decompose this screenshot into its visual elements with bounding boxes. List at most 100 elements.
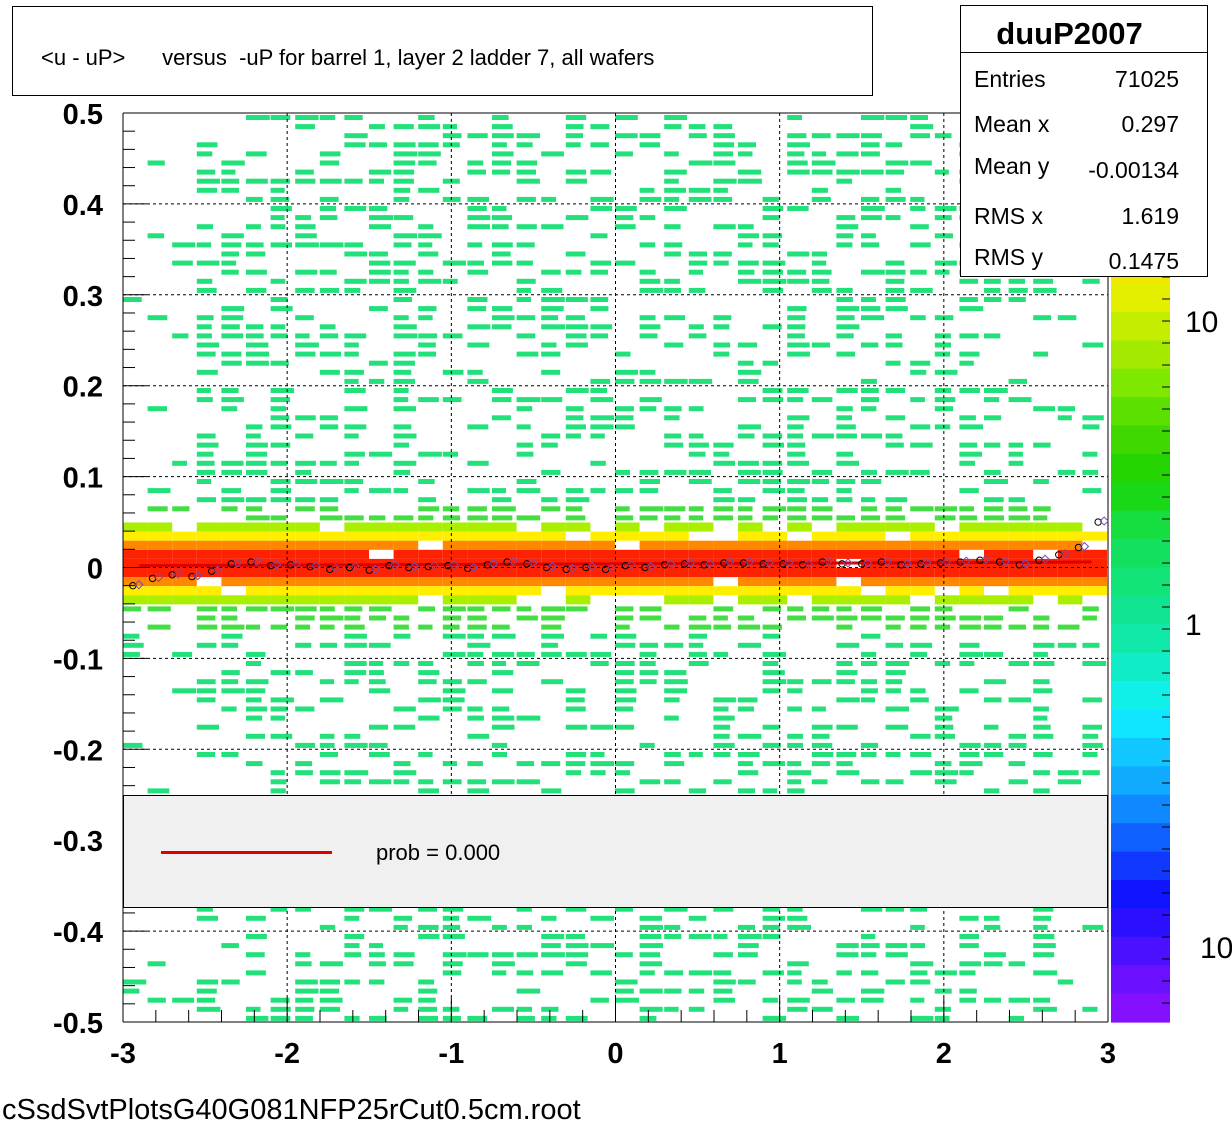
heatmap-cell bbox=[787, 506, 807, 512]
heatmap-cell bbox=[123, 651, 140, 657]
heatmap-cell bbox=[664, 1006, 679, 1012]
heatmap-cell bbox=[393, 915, 413, 921]
heatmap-cell bbox=[787, 788, 805, 794]
heatmap-cell bbox=[984, 297, 1002, 302]
heatmap-cell bbox=[246, 606, 268, 612]
heatmap-cell bbox=[516, 924, 532, 930]
heatmap-cell bbox=[639, 215, 656, 221]
heatmap-cell bbox=[885, 469, 909, 475]
stats-value: -0.00134 bbox=[1088, 157, 1179, 183]
heatmap-cell bbox=[984, 388, 1008, 393]
heatmap-cell bbox=[688, 633, 707, 639]
heatmap-cell bbox=[270, 442, 291, 448]
palette-band bbox=[1111, 340, 1170, 370]
heatmap-cell bbox=[196, 342, 220, 348]
heatmap-cell bbox=[762, 397, 784, 403]
heatmap-cell bbox=[1033, 642, 1055, 648]
heatmap-cell bbox=[713, 742, 735, 748]
heatmap-cell bbox=[811, 251, 827, 257]
heatmap-cell bbox=[541, 196, 557, 202]
heatmap-cell bbox=[1082, 558, 1107, 568]
heatmap-cell bbox=[1008, 1015, 1025, 1021]
heatmap-cell bbox=[369, 278, 390, 284]
heatmap-cell bbox=[344, 549, 369, 559]
heatmap-cell bbox=[811, 269, 832, 275]
heatmap-cell bbox=[811, 761, 830, 767]
heatmap-cell bbox=[147, 568, 173, 578]
heatmap-cell bbox=[196, 915, 218, 921]
heatmap-cell bbox=[418, 233, 442, 239]
heatmap-cell bbox=[319, 988, 339, 994]
heatmap-cell bbox=[418, 160, 437, 166]
heatmap-cell bbox=[738, 178, 762, 184]
heatmap-cell bbox=[393, 469, 411, 475]
heatmap-cell bbox=[738, 540, 763, 550]
heatmap-cell bbox=[984, 651, 1004, 657]
heatmap-cell bbox=[442, 606, 466, 612]
heatmap-cell bbox=[221, 169, 236, 175]
heatmap-cell bbox=[516, 142, 533, 148]
heatmap-cell bbox=[492, 306, 513, 312]
heatmap-cell bbox=[467, 522, 492, 532]
heatmap-cell bbox=[590, 424, 614, 430]
y-tick-label: -0.2 bbox=[53, 735, 103, 767]
heatmap-cell bbox=[885, 278, 905, 284]
heatmap-cell bbox=[467, 606, 485, 612]
heatmap-cell bbox=[393, 568, 419, 578]
heatmap-cell bbox=[688, 333, 707, 339]
heatmap-cell bbox=[762, 586, 788, 596]
heatmap-cell bbox=[1082, 469, 1099, 475]
legend-box: prob = 0.000 bbox=[123, 795, 1108, 908]
heatmap-cell bbox=[442, 586, 468, 596]
heatmap-cell bbox=[270, 187, 285, 193]
heatmap-cell bbox=[1008, 733, 1026, 739]
heatmap-cell bbox=[836, 943, 859, 949]
heatmap-cell bbox=[590, 233, 608, 239]
heatmap-cell bbox=[959, 460, 976, 466]
heatmap-cell bbox=[664, 595, 689, 605]
heatmap-cell bbox=[270, 540, 296, 550]
heatmap-cell bbox=[221, 333, 244, 339]
heatmap-cell bbox=[885, 586, 911, 596]
heatmap-cell bbox=[369, 615, 386, 621]
heatmap-cell bbox=[221, 460, 244, 466]
heatmap-cell bbox=[541, 442, 558, 448]
heatmap-cell bbox=[369, 206, 388, 211]
heatmap-cell bbox=[1008, 595, 1034, 605]
heatmap-cell bbox=[319, 506, 339, 512]
heatmap-cell bbox=[565, 333, 587, 339]
heatmap-cell bbox=[393, 406, 416, 412]
heatmap-cell bbox=[984, 540, 1009, 550]
heatmap-cell bbox=[295, 333, 310, 339]
heatmap-cell bbox=[246, 577, 271, 587]
heatmap-cell bbox=[319, 540, 345, 550]
heatmap-cell bbox=[639, 661, 656, 666]
heatmap-cell bbox=[984, 469, 1001, 475]
heatmap-cell bbox=[615, 697, 637, 703]
heatmap-cell bbox=[541, 369, 561, 375]
heatmap-cell bbox=[246, 333, 264, 339]
heatmap-cell bbox=[836, 133, 860, 139]
heatmap-cell bbox=[516, 906, 532, 912]
heatmap-cell bbox=[615, 522, 640, 532]
y-tick-label: 0.2 bbox=[63, 372, 103, 404]
heatmap-cell bbox=[639, 242, 656, 248]
heatmap-cell bbox=[442, 934, 465, 939]
heatmap-cell bbox=[787, 497, 807, 503]
heatmap-cell bbox=[836, 306, 860, 312]
heatmap-cell bbox=[418, 522, 443, 532]
heatmap-cell bbox=[123, 595, 148, 605]
heatmap-cell bbox=[738, 595, 763, 605]
heatmap-cell bbox=[369, 360, 388, 366]
heatmap-cell bbox=[885, 160, 909, 166]
heatmap-cell bbox=[688, 324, 704, 330]
heatmap-cell bbox=[369, 540, 394, 550]
heatmap-cell bbox=[246, 506, 263, 512]
heatmap-cell bbox=[196, 606, 218, 612]
heatmap-cell bbox=[762, 688, 781, 694]
heatmap-cell bbox=[418, 531, 443, 541]
heatmap-cell bbox=[565, 433, 581, 439]
heatmap-cell bbox=[934, 369, 958, 375]
heatmap-cell bbox=[1057, 624, 1080, 630]
heatmap-cell bbox=[516, 351, 539, 357]
